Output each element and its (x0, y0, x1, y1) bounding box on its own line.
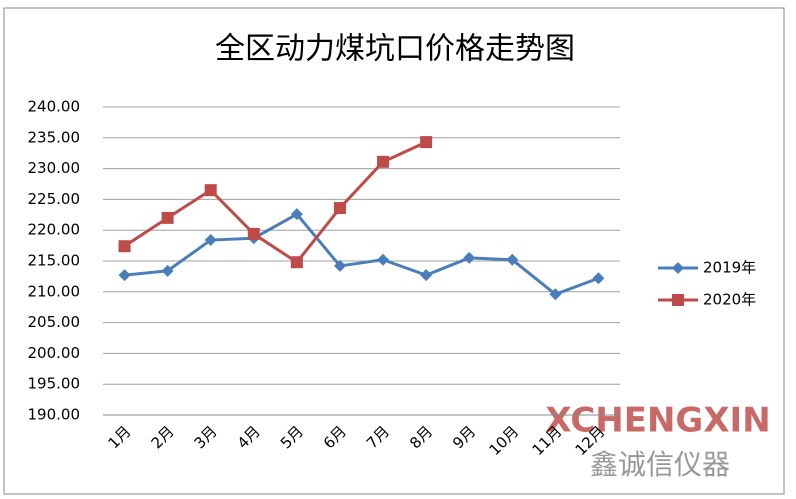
y-tick-label: 205.00 (28, 313, 81, 331)
y-tick-label: 200.00 (28, 344, 81, 362)
chart-title: 全区动力煤坑口价格走势图 (215, 32, 575, 67)
data-point (377, 155, 390, 168)
y-tick-label: 215.00 (28, 252, 81, 270)
data-point (333, 202, 346, 215)
data-point (549, 288, 562, 301)
series-line (124, 212, 599, 296)
data-point (333, 259, 346, 272)
y-tick-label: 230.00 (28, 159, 81, 177)
y-tick-label: 195.00 (28, 375, 81, 393)
watermark: 鑫诚信仪器 (590, 448, 730, 481)
data-point (118, 269, 131, 282)
data-point (204, 184, 217, 197)
legend-marker (672, 262, 684, 274)
y-tick-label: 210.00 (28, 282, 81, 300)
data-point (290, 256, 303, 269)
data-point (247, 227, 260, 240)
chart-border (3, 7, 785, 495)
data-point (118, 240, 131, 253)
data-point (420, 269, 433, 282)
data-point (377, 253, 390, 266)
y-tick-label: 240.00 (28, 98, 81, 116)
data-point (204, 234, 217, 247)
y-tick-label: 235.00 (28, 128, 81, 146)
legend-label: 2019年 (703, 259, 756, 277)
y-tick-label: 220.00 (28, 221, 81, 239)
data-point (506, 253, 519, 266)
y-tick-label: 225.00 (28, 190, 81, 208)
data-point (161, 211, 174, 224)
data-point (463, 251, 476, 264)
data-point (161, 264, 174, 277)
data-point (290, 208, 303, 221)
series-line (123, 140, 427, 265)
legend-marker (672, 294, 684, 306)
y-tick-label: 190.00 (28, 406, 81, 424)
data-point (592, 272, 605, 285)
data-point (420, 136, 433, 149)
legend-label: 2020年 (703, 291, 756, 309)
watermark: XCHENGXIN (545, 401, 770, 441)
